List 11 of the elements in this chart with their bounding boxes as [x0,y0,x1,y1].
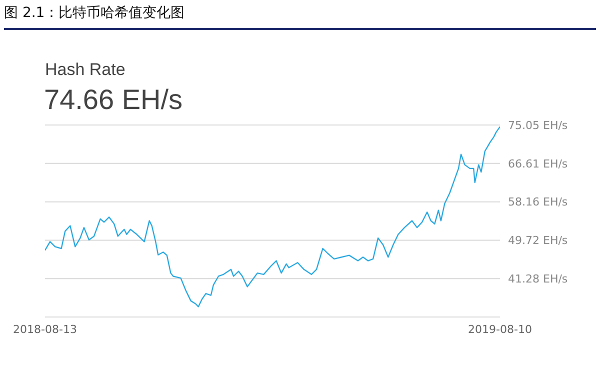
y-tick-label: 58.16 EH/s [508,196,568,209]
x-tick-label: 2019-08-10 [468,322,532,336]
x-tick-label: 2018-08-13 [13,322,77,336]
text: 74.66 EH/s [44,84,183,116]
y-tick-label: 41.28 EH/s [508,272,568,286]
y-tick-label: 75.05 EH/s [508,118,568,132]
chart-subtitle: Hash Rate [45,60,126,80]
y-tick-label: 49.72 EH/s [508,234,568,248]
y-tick-label: 66.61 EH/s [508,157,568,170]
chart-title: 图 2.1：比特币哈希值变化图 [4,4,596,30]
line-series [45,126,500,308]
